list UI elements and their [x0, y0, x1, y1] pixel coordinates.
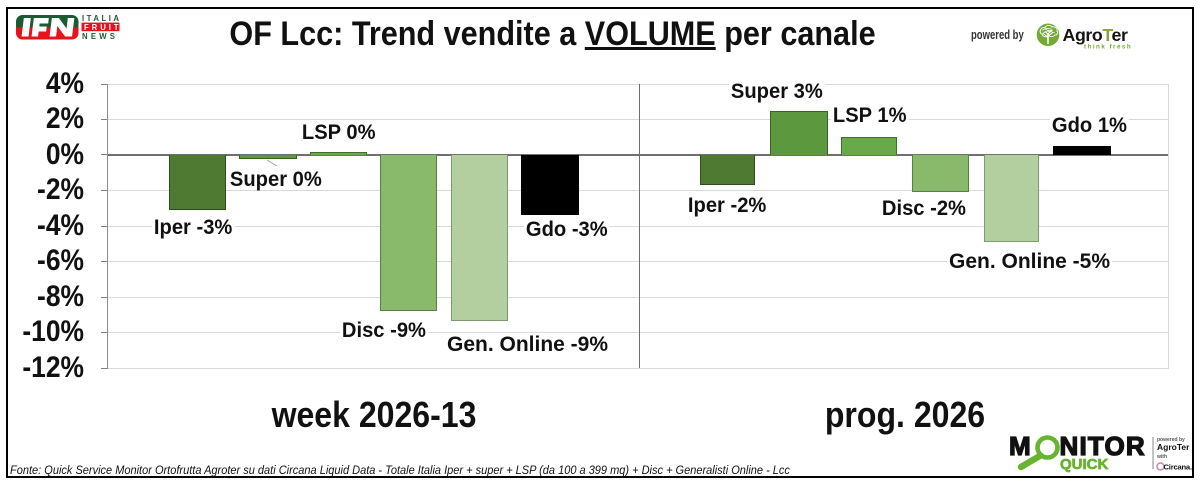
svg-text:M: M — [1009, 431, 1031, 461]
svg-text:AgroTer: AgroTer — [1063, 25, 1129, 45]
svg-text:with: with — [1156, 454, 1167, 460]
svg-text:NEWS: NEWS — [82, 32, 118, 40]
svg-text:FRUIT: FRUIT — [84, 23, 121, 32]
svg-text:powered by: powered by — [1157, 437, 1185, 443]
svg-text:ITALIA: ITALIA — [82, 15, 122, 23]
svg-text:NITOR: NITOR — [1060, 431, 1146, 461]
svg-text:QUICK: QUICK — [1060, 456, 1109, 473]
svg-text:think fresh: think fresh — [1084, 44, 1132, 51]
svg-text:Circana.: Circana. — [1164, 463, 1192, 472]
svg-text:AgroTer: AgroTer — [1157, 442, 1190, 452]
